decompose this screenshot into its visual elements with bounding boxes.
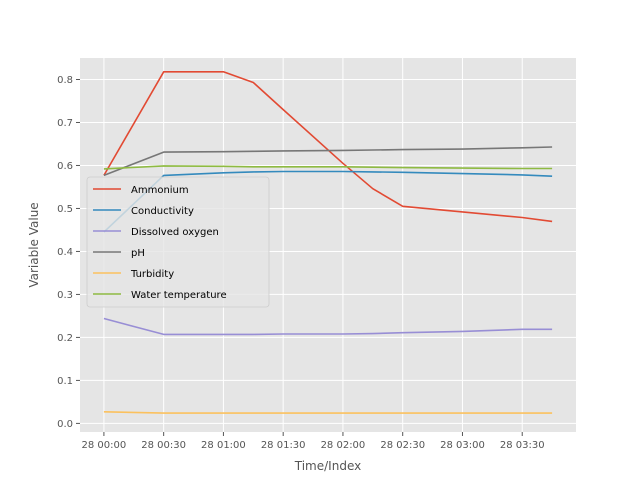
x-tick-label: 28 02:30 <box>380 440 425 451</box>
legend-label: Dissolved oxygen <box>131 227 219 238</box>
y-tick-label: 0.0 <box>57 419 73 430</box>
y-axis-label: Variable Value <box>27 202 41 287</box>
y-tick-label: 0.5 <box>57 204 73 215</box>
legend-label: Turbidity <box>130 269 174 280</box>
y-tick-label: 0.3 <box>57 290 73 301</box>
legend-label: Ammonium <box>131 185 189 196</box>
x-tick-label: 28 01:00 <box>201 440 246 451</box>
y-tick-label: 0.4 <box>57 247 73 258</box>
x-axis-label: Time/Index <box>294 459 361 473</box>
x-tick-label: 28 01:30 <box>261 440 306 451</box>
legend-label: Water temperature <box>131 290 227 301</box>
series-line-dissolved-oxygen <box>103 317 553 336</box>
y-tick-label: 0.6 <box>57 161 73 172</box>
x-tick-label: 28 00:30 <box>141 440 186 451</box>
x-tick-label: 28 03:00 <box>440 440 485 451</box>
x-tick-label: 28 03:30 <box>500 440 545 451</box>
series-line-water-temperature <box>103 165 553 170</box>
y-tick-label: 0.1 <box>57 376 73 387</box>
y-tick-label: 0.2 <box>57 333 73 344</box>
x-tick-label: 28 00:00 <box>82 440 127 451</box>
x-tick-label: 28 02:00 <box>321 440 366 451</box>
series-line-ph <box>103 146 553 177</box>
series-line-turbidity <box>103 411 553 414</box>
legend: Ammonium Conductivity Dissolved oxygen pH Tu… <box>86 176 270 308</box>
x-axis-ticks: 28 00:00 28 00:30 28 01:00 28 01:30 28 02:00… <box>82 432 545 451</box>
series-lines <box>103 71 553 414</box>
grid <box>80 58 576 432</box>
legend-label: pH <box>131 248 145 259</box>
legend-label: Conductivity <box>131 206 194 217</box>
legend-box <box>86 176 270 308</box>
series-line-ammonium <box>103 71 553 223</box>
series-line-conductivity <box>103 170 553 233</box>
y-tick-label: 0.8 <box>57 75 73 86</box>
y-axis-ticks: 0.0 0.1 0.2 0.3 0.4 0.5 0.6 0.7 0.8 <box>57 75 80 430</box>
y-tick-label: 0.7 <box>57 118 73 129</box>
